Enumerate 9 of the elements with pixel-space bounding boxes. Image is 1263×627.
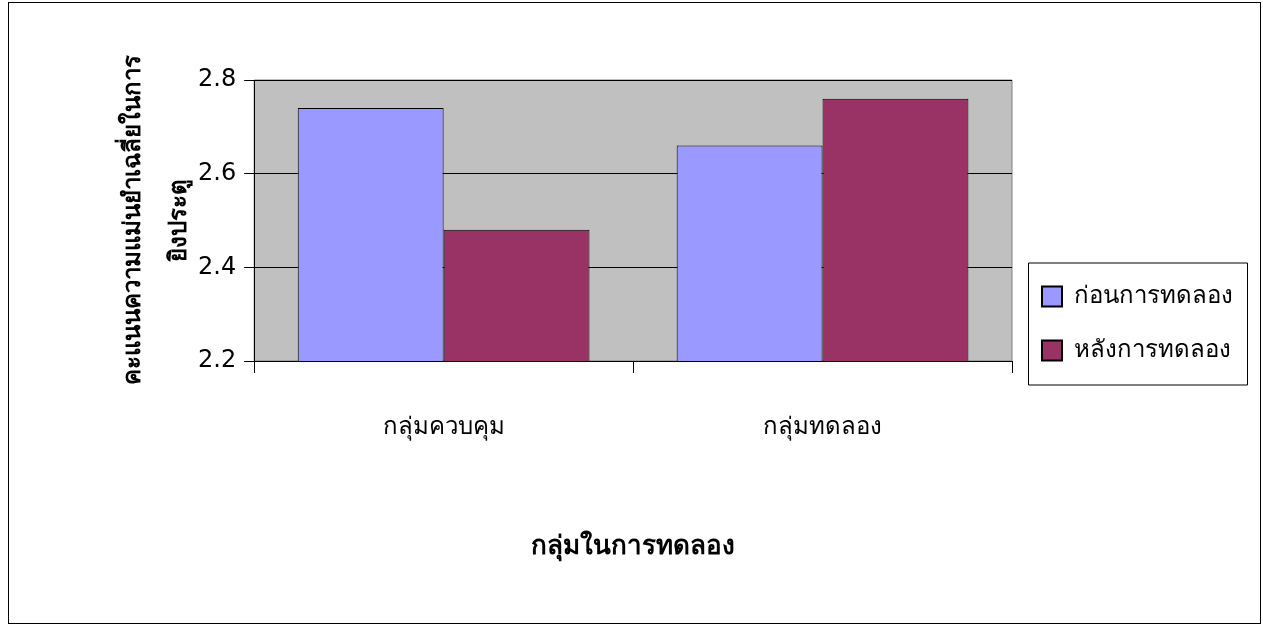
legend-label: ก่อนการทดลอง	[1074, 280, 1233, 309]
x-axis-title: กลุ่มในการทดลอง	[531, 530, 736, 563]
y-tick-label: 2.2	[198, 345, 237, 374]
x-tick-label: กลุ่มทดลอง	[763, 411, 883, 441]
y-tick-label: 2.4	[198, 251, 237, 280]
y-tick-label: 2.8	[198, 64, 237, 93]
y-tick-label: 2.6	[198, 157, 237, 186]
x-tick-label: กลุ่มควบคุม	[382, 411, 505, 441]
legend-label: หลังการทดลอง	[1074, 334, 1231, 363]
